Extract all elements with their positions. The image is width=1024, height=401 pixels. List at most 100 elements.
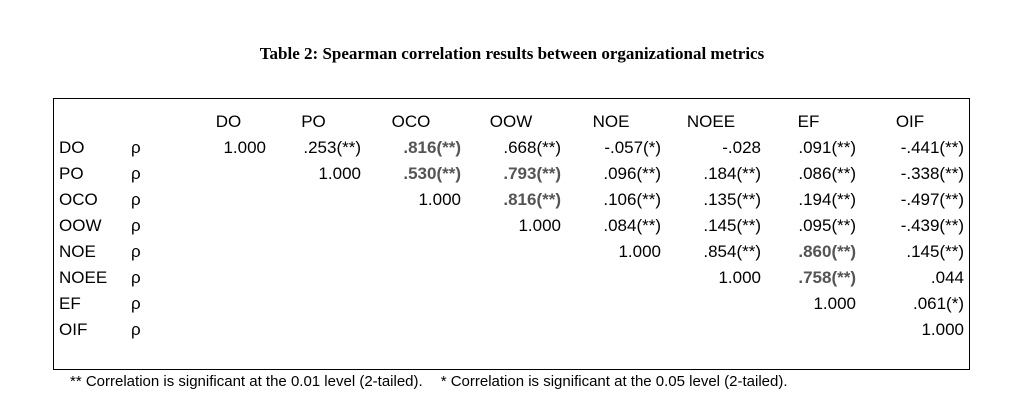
correlation-cell: -.028: [722, 138, 761, 157]
correlation-cell: .086(**): [798, 164, 856, 183]
row-label: NOEE: [59, 268, 108, 287]
correlation-cell: .530(**): [403, 164, 461, 183]
correlation-cell: [266, 213, 361, 239]
correlation-cell: .145(**): [703, 216, 761, 235]
correlation-cell: 1.000: [418, 190, 461, 209]
correlation-cell: -.057(*): [604, 138, 661, 157]
correlation-cell: .793(**): [503, 164, 561, 183]
column-header: OIF: [895, 112, 925, 131]
correlation-cell: 1.000: [618, 242, 661, 261]
correlation-cell: [191, 317, 266, 343]
correlation-cell: .194(**): [798, 190, 856, 209]
correlation-cell: [266, 265, 361, 291]
correlation-cell: [461, 265, 561, 291]
correlation-cell: [661, 291, 761, 317]
correlation-cell: [761, 317, 856, 343]
table-caption: Table 2: Spearman correlation results be…: [259, 44, 765, 63]
correlation-cell: .106(**): [603, 190, 661, 209]
correlation-cell: [191, 291, 266, 317]
stat-symbol: ρ: [131, 216, 141, 235]
correlation-cell: -.441(**): [900, 138, 964, 157]
correlation-cell: .095(**): [798, 216, 856, 235]
stat-symbol: ρ: [131, 320, 141, 339]
correlation-cell: .854(**): [703, 242, 761, 261]
correlation-cell: [191, 161, 266, 187]
correlation-cell: [461, 317, 561, 343]
column-header: NOE: [592, 112, 630, 131]
correlation-cell: .184(**): [703, 164, 761, 183]
correlation-cell: [266, 317, 361, 343]
correlation-cell: .816(**): [403, 138, 461, 157]
correlation-cell: .135(**): [703, 190, 761, 209]
correlation-cell: [361, 265, 461, 291]
correlation-cell: [361, 239, 461, 265]
correlation-cell: [461, 239, 561, 265]
correlation-cell: 1.000: [813, 294, 856, 313]
stat-symbol: ρ: [131, 268, 141, 287]
row-label: PO: [59, 164, 84, 183]
correlation-cell: [266, 187, 361, 213]
stat-symbol: ρ: [131, 242, 141, 261]
stat-symbol: ρ: [131, 164, 141, 183]
footnote-significance-005: * Correlation is significant at the 0.05…: [440, 373, 788, 390]
stat-symbol: ρ: [131, 138, 141, 157]
correlation-cell: [561, 265, 661, 291]
correlation-cell: [361, 213, 461, 239]
correlation-cell: .816(**): [503, 190, 561, 209]
corner-cell: [59, 109, 131, 135]
correlation-cell: [461, 291, 561, 317]
correlation-cell: [191, 213, 266, 239]
correlation-cell: [361, 317, 461, 343]
column-header: NOEE: [686, 112, 736, 131]
correlation-cell: .668(**): [503, 138, 561, 157]
correlation-table-frame: DO PO OCO OOW NOE NOEE EF OIF DO ρ 1.000 .2…: [53, 98, 970, 370]
correlation-cell: [361, 291, 461, 317]
row-label: DO: [59, 138, 85, 157]
column-header: OOW: [489, 112, 533, 131]
column-header: OCO: [391, 112, 431, 131]
row-label: OOW: [59, 216, 102, 235]
correlation-cell: [266, 291, 361, 317]
correlation-cell: 1.000: [921, 320, 964, 339]
stat-symbol: ρ: [131, 190, 141, 209]
correlation-cell: .096(**): [603, 164, 661, 183]
table-row: OOW ρ 1.000 .084(**) .145(**) .095(**) -.439(*…: [59, 213, 964, 239]
correlation-cell: .860(**): [798, 242, 856, 261]
correlation-cell: -.439(**): [900, 216, 964, 235]
correlation-cell: -.497(**): [900, 190, 964, 209]
table-footnote: ** Correlation is significant at the 0.0…: [70, 373, 788, 390]
correlation-cell: .084(**): [603, 216, 661, 235]
correlation-cell: .044: [930, 268, 964, 287]
stat-header-cell: [131, 109, 191, 135]
correlation-cell: [191, 187, 266, 213]
table-row: NOEE ρ 1.000 .758(**) .044: [59, 265, 964, 291]
table-row: PO ρ 1.000 .530(**) .793(**) .096(**) .184(**)…: [59, 161, 964, 187]
correlation-cell: [191, 239, 266, 265]
correlation-cell: .145(**): [906, 242, 964, 261]
stat-symbol: ρ: [131, 294, 141, 313]
header-row: DO PO OCO OOW NOE NOEE EF OIF: [59, 109, 964, 135]
table-row: NOE ρ 1.000 .854(**) .860(**) .145(**): [59, 239, 964, 265]
row-label: OIF: [59, 320, 88, 339]
correlation-cell: [561, 317, 661, 343]
row-label: OCO: [59, 190, 98, 209]
table-row: OIF ρ 1.000: [59, 317, 964, 343]
footnote-significance-001: ** Correlation is significant at the 0.0…: [70, 373, 423, 390]
correlation-cell: 1.000: [223, 138, 266, 157]
table-row: OCO ρ 1.000 .816(**) .106(**) .135(**) .194(**…: [59, 187, 964, 213]
column-header: PO: [301, 112, 326, 131]
correlation-cell: 1.000: [718, 268, 761, 287]
correlation-cell: [661, 317, 761, 343]
correlation-cell: [191, 265, 266, 291]
correlation-table: DO PO OCO OOW NOE NOEE EF OIF DO ρ 1.000 .2…: [59, 109, 964, 343]
correlation-cell: .061(*): [912, 294, 964, 313]
correlation-cell: .253(**): [303, 138, 361, 157]
correlation-cell: 1.000: [518, 216, 561, 235]
correlation-cell: [561, 291, 661, 317]
row-label: EF: [59, 294, 81, 313]
column-header: EF: [797, 112, 820, 131]
row-label: NOE: [59, 242, 96, 261]
table-row: EF ρ 1.000 .061(*): [59, 291, 964, 317]
table-row: DO ρ 1.000 .253(**) .816(**) .668(**) -.057(*)…: [59, 135, 964, 161]
correlation-cell: .091(**): [798, 138, 856, 157]
